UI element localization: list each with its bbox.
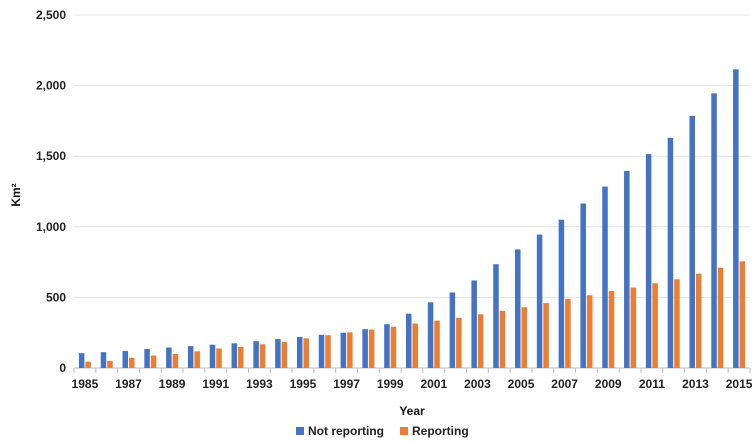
y-axis-title: Km² bbox=[9, 183, 23, 206]
y-tick-label: 2,000 bbox=[36, 79, 66, 93]
x-tick-label: 1985 bbox=[72, 377, 99, 391]
bar-reporting-1986 bbox=[107, 360, 113, 368]
x-tick-label: 1993 bbox=[246, 377, 273, 391]
bar-reporting-1992 bbox=[238, 346, 244, 368]
bar-not-reporting-2005 bbox=[515, 249, 521, 368]
bar-not-reporting-2008 bbox=[580, 203, 586, 368]
legend-swatch bbox=[296, 427, 304, 435]
gridlines bbox=[74, 14, 750, 298]
x-tick-label: 1989 bbox=[159, 377, 186, 391]
legend-swatch bbox=[400, 427, 408, 435]
legend-label: Not reporting bbox=[308, 424, 384, 438]
bar-reporting-1994 bbox=[281, 341, 288, 368]
bar-reporting-2014 bbox=[717, 267, 724, 368]
bar-not-reporting-2014 bbox=[711, 93, 717, 368]
bar-reporting-1997 bbox=[347, 332, 353, 368]
bar-not-reporting-1987 bbox=[122, 351, 129, 368]
y-tick-label: 1,000 bbox=[36, 220, 66, 234]
bar-not-reporting-1993 bbox=[253, 341, 259, 368]
bar-reporting-1987 bbox=[129, 357, 135, 368]
bars bbox=[78, 69, 746, 368]
bar-not-reporting-2011 bbox=[645, 154, 652, 368]
bar-not-reporting-2001 bbox=[427, 302, 434, 368]
bar-not-reporting-2010 bbox=[624, 171, 630, 368]
bar-not-reporting-1991 bbox=[209, 344, 216, 368]
x-tick-label: 1991 bbox=[202, 377, 229, 391]
bar-not-reporting-1997 bbox=[340, 332, 347, 368]
x-tick-label: 2009 bbox=[595, 377, 622, 391]
x-axis-ticks: 1985 1987 1989 1991 1993 1995 1997 1999 2001 2003… bbox=[72, 368, 753, 391]
bar-reporting-1998 bbox=[368, 329, 375, 368]
bar-not-reporting-1992 bbox=[231, 343, 238, 368]
bar-not-reporting-2009 bbox=[602, 186, 608, 368]
bar-reporting-2003 bbox=[477, 314, 484, 368]
bar-reporting-2007 bbox=[565, 298, 571, 368]
x-tick-label: 1997 bbox=[333, 377, 360, 391]
x-tick-label: 2005 bbox=[508, 377, 535, 391]
bar-reporting-1993 bbox=[259, 344, 266, 368]
bar-reporting-2013 bbox=[695, 273, 702, 368]
bar-reporting-2006 bbox=[543, 303, 549, 368]
x-tick-label: 2003 bbox=[464, 377, 491, 391]
bar-not-reporting-1985 bbox=[78, 353, 85, 368]
bar-reporting-2004 bbox=[499, 310, 506, 368]
bar-reporting-1999 bbox=[390, 326, 397, 368]
bar-not-reporting-2004 bbox=[493, 264, 499, 368]
x-tick-label: 2007 bbox=[551, 377, 578, 391]
x-tick-label: 1999 bbox=[377, 377, 404, 391]
bar-reporting-2001 bbox=[434, 320, 440, 368]
bar-not-reporting-1996 bbox=[318, 334, 325, 368]
bar-reporting-2011 bbox=[652, 283, 658, 368]
x-tick-label: 2015 bbox=[726, 377, 753, 391]
bar-reporting-2009 bbox=[608, 291, 615, 368]
y-axis-ticks: 0 500 1,000 1,500 2,000 2,500 bbox=[36, 8, 66, 375]
x-axis-title: Year bbox=[399, 404, 425, 418]
bar-reporting-1990 bbox=[194, 351, 200, 368]
x-tick-label: 2013 bbox=[682, 377, 709, 391]
y-tick-label: 2,500 bbox=[36, 8, 66, 22]
x-tick-label: 1987 bbox=[115, 377, 142, 391]
bar-reporting-2010 bbox=[630, 287, 637, 368]
bar-reporting-1989 bbox=[172, 353, 179, 368]
bar-reporting-2002 bbox=[456, 317, 462, 368]
bar-not-reporting-2012 bbox=[667, 137, 674, 368]
y-tick-label: 500 bbox=[46, 290, 66, 304]
bar-not-reporting-2000 bbox=[406, 313, 412, 368]
legend-item-not-reporting: Not reporting bbox=[296, 424, 384, 438]
bar-not-reporting-2003 bbox=[471, 280, 477, 368]
bar-reporting-1985 bbox=[85, 361, 91, 368]
y-tick-label: 1,500 bbox=[36, 149, 66, 163]
bar-reporting-2005 bbox=[521, 307, 528, 368]
bar-reporting-2015 bbox=[739, 261, 746, 368]
legend-label: Reporting bbox=[412, 424, 469, 438]
bar-not-reporting-2013 bbox=[689, 115, 695, 368]
legend: Not reporting Reporting bbox=[296, 424, 469, 438]
x-tick-label: 2001 bbox=[420, 377, 447, 391]
bar-reporting-1996 bbox=[325, 335, 331, 368]
x-tick-label: 1995 bbox=[290, 377, 317, 391]
bar-not-reporting-1988 bbox=[144, 348, 150, 368]
bar-reporting-2008 bbox=[586, 295, 593, 368]
bar-not-reporting-1999 bbox=[384, 324, 390, 368]
bar-not-reporting-1994 bbox=[275, 339, 281, 368]
bar-not-reporting-1989 bbox=[166, 347, 172, 368]
bar-not-reporting-2015 bbox=[733, 69, 739, 368]
bar-not-reporting-2006 bbox=[536, 234, 543, 368]
bar-not-reporting-1995 bbox=[296, 336, 303, 368]
x-tick-label: 2011 bbox=[639, 377, 665, 391]
y-tick-label: 0 bbox=[59, 361, 66, 375]
bar-not-reporting-1998 bbox=[362, 329, 368, 368]
bar-reporting-1991 bbox=[216, 348, 222, 368]
bar-not-reporting-2002 bbox=[449, 292, 456, 368]
bar-reporting-1988 bbox=[150, 355, 157, 368]
bar-not-reporting-1986 bbox=[100, 352, 107, 368]
bar-not-reporting-2007 bbox=[558, 219, 565, 368]
bar-reporting-1995 bbox=[303, 338, 309, 368]
bar-not-reporting-1990 bbox=[187, 346, 194, 368]
bar-reporting-2000 bbox=[412, 323, 418, 368]
bar-reporting-2012 bbox=[674, 279, 680, 368]
legend-item-reporting: Reporting bbox=[400, 424, 469, 438]
